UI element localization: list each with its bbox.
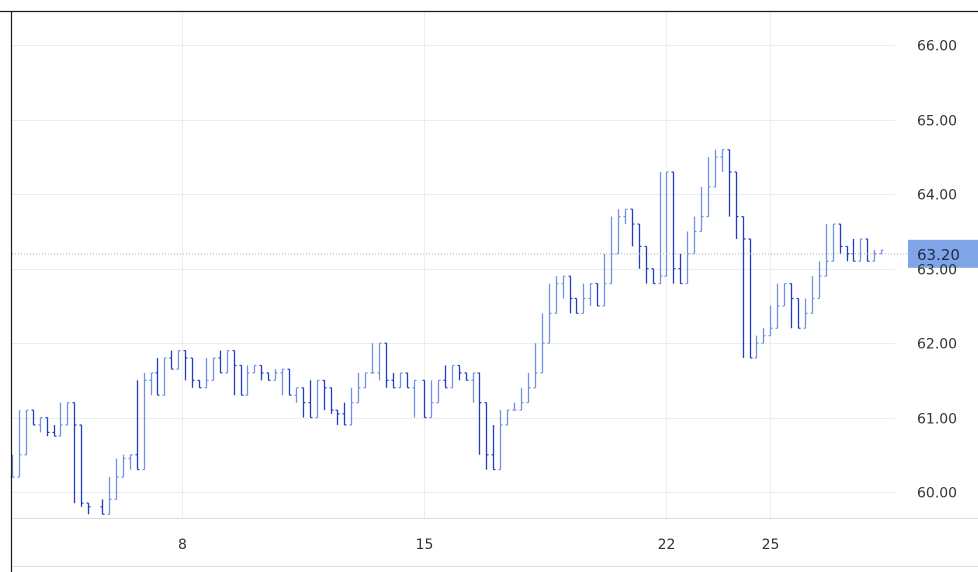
y-tick-label: 60.00 [917,486,957,502]
y-tick-label: 66.00 [917,39,957,55]
x-tick-label: 22 [658,537,676,553]
y-tick-label: 63.00 [917,263,957,279]
chart-grid [12,12,895,518]
current-price-label: 63.20 [917,246,960,264]
y-tick-label: 61.00 [917,412,957,428]
x-tick-label: 8 [178,537,187,553]
y-tick-label: 62.00 [917,337,957,353]
chart-axes: 60.00 61.00 62.00 63.00 64.00 65.00 66.00 8 15 22… [0,10,978,572]
ohlc-bars [10,149,884,515]
y-tick-label: 65.00 [917,114,957,130]
y-tick-label: 64.00 [917,188,957,204]
current-price-marker: 63.20 [12,239,978,268]
current-price-badge [908,239,978,268]
x-tick-label: 15 [416,537,434,553]
x-tick-label: 25 [762,537,780,553]
